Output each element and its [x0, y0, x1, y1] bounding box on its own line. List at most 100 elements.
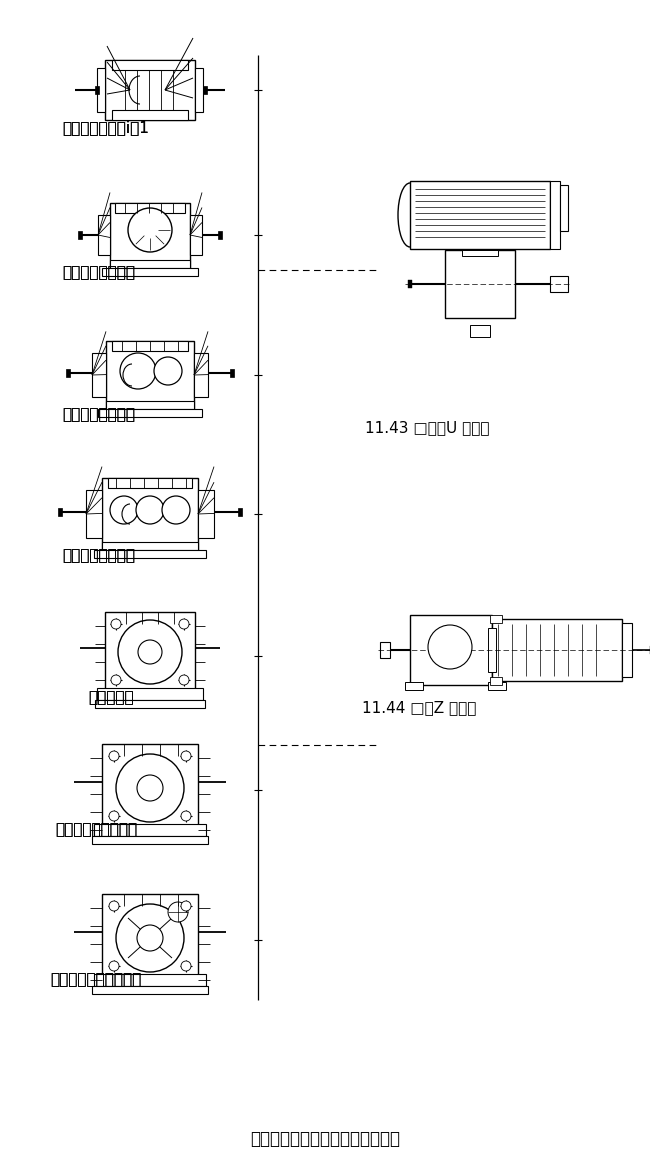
Bar	[105, 60, 195, 120]
Bar	[380, 642, 390, 658]
Bar	[238, 508, 242, 516]
Circle shape	[111, 619, 121, 630]
Text: 单级斜齿轮减速器: 单级斜齿轮减速器	[62, 265, 135, 280]
Circle shape	[110, 496, 138, 524]
Bar	[190, 215, 202, 255]
Bar	[102, 478, 198, 550]
Bar	[622, 623, 632, 677]
Text: 斜齿轮－锥齿轮减速器: 斜齿轮－锥齿轮减速器	[50, 972, 141, 987]
Text: 11.44 □，Z 型配置: 11.44 □，Z 型配置	[362, 700, 476, 715]
Text: 斜齿轮－蜗杆减速器: 斜齿轮－蜗杆减速器	[55, 822, 137, 837]
Bar	[92, 353, 106, 397]
Circle shape	[181, 901, 191, 911]
Text: 斜齿轮－蜗杆减速器: 斜齿轮－蜗杆减速器	[55, 822, 137, 837]
Bar	[106, 401, 194, 409]
Circle shape	[181, 961, 191, 971]
Bar	[108, 478, 192, 488]
Circle shape	[162, 496, 190, 524]
Bar	[94, 823, 206, 836]
Bar	[410, 616, 492, 684]
Circle shape	[137, 776, 163, 801]
Circle shape	[118, 620, 182, 684]
Circle shape	[109, 901, 119, 911]
Bar	[102, 744, 198, 836]
Bar	[560, 185, 568, 231]
Circle shape	[136, 496, 164, 524]
Bar	[405, 682, 423, 690]
Circle shape	[154, 357, 182, 385]
Bar	[78, 231, 82, 239]
Circle shape	[111, 675, 121, 684]
Bar	[492, 619, 622, 681]
Bar	[92, 836, 208, 844]
Bar	[98, 409, 202, 417]
Text: 11.43 □型，U 型配置: 11.43 □型，U 型配置	[365, 420, 489, 434]
Bar	[112, 341, 188, 352]
Circle shape	[181, 811, 191, 821]
Bar	[98, 215, 110, 255]
Bar	[110, 202, 190, 267]
Bar	[490, 616, 502, 623]
Bar	[110, 259, 190, 267]
Bar	[105, 612, 195, 700]
Bar	[58, 508, 62, 516]
Bar	[218, 231, 222, 239]
Bar	[488, 628, 496, 672]
Bar	[94, 974, 206, 986]
Bar	[410, 181, 550, 249]
Circle shape	[116, 904, 184, 972]
Circle shape	[116, 755, 184, 822]
Circle shape	[179, 675, 189, 684]
Text: 斜齿轮减速器，i＝1: 斜齿轮减速器，i＝1	[62, 120, 149, 135]
Bar	[95, 86, 99, 93]
Circle shape	[109, 811, 119, 821]
Bar	[102, 267, 198, 276]
Bar	[203, 86, 207, 93]
Circle shape	[168, 902, 188, 922]
Circle shape	[137, 925, 163, 951]
Bar	[230, 369, 234, 377]
Circle shape	[109, 751, 119, 762]
Circle shape	[109, 961, 119, 971]
Bar	[94, 550, 206, 558]
Bar	[198, 491, 214, 538]
Bar	[195, 68, 203, 112]
Bar	[102, 894, 198, 986]
Bar	[95, 700, 205, 708]
Bar	[445, 250, 515, 318]
Bar	[112, 60, 188, 70]
Text: 二级斜齿轮减速器: 二级斜齿轮减速器	[62, 406, 135, 422]
Text: 斜齿轮减速器，i＝1: 斜齿轮减速器，i＝1	[62, 120, 149, 135]
Bar	[115, 202, 185, 213]
Circle shape	[120, 353, 156, 389]
Bar	[106, 341, 194, 409]
Bar	[92, 986, 208, 994]
Text: 三级斜齿轮减速器: 三级斜齿轮减速器	[62, 548, 135, 563]
Bar	[550, 181, 560, 249]
Bar	[408, 280, 412, 288]
Bar	[470, 325, 490, 338]
Bar	[97, 688, 203, 700]
Bar	[112, 110, 188, 120]
Bar	[194, 353, 208, 397]
Text: 蜗杆减速器: 蜗杆减速器	[88, 690, 134, 705]
Bar	[102, 542, 198, 550]
Text: 二级斜齿轮减速器: 二级斜齿轮减速器	[62, 406, 135, 422]
Text: 带式紧凑型无级变速器的模块组合: 带式紧凑型无级变速器的模块组合	[250, 1129, 400, 1148]
Text: 斜齿轮－锥齿轮减速器: 斜齿轮－锥齿轮减速器	[50, 972, 141, 987]
Bar	[97, 68, 105, 112]
Circle shape	[138, 640, 162, 663]
Bar	[550, 276, 568, 292]
Text: 单级斜齿轮减速器: 单级斜齿轮减速器	[62, 265, 135, 280]
Bar	[490, 677, 502, 684]
Circle shape	[428, 625, 472, 669]
Text: 蜗杆减速器: 蜗杆减速器	[88, 690, 134, 705]
Circle shape	[179, 619, 189, 630]
Circle shape	[128, 208, 172, 252]
Bar	[86, 491, 102, 538]
Circle shape	[181, 751, 191, 762]
Text: 三级斜齿轮减速器: 三级斜齿轮减速器	[62, 548, 135, 563]
Bar	[462, 250, 498, 256]
Bar	[66, 369, 70, 377]
Bar	[488, 682, 506, 690]
